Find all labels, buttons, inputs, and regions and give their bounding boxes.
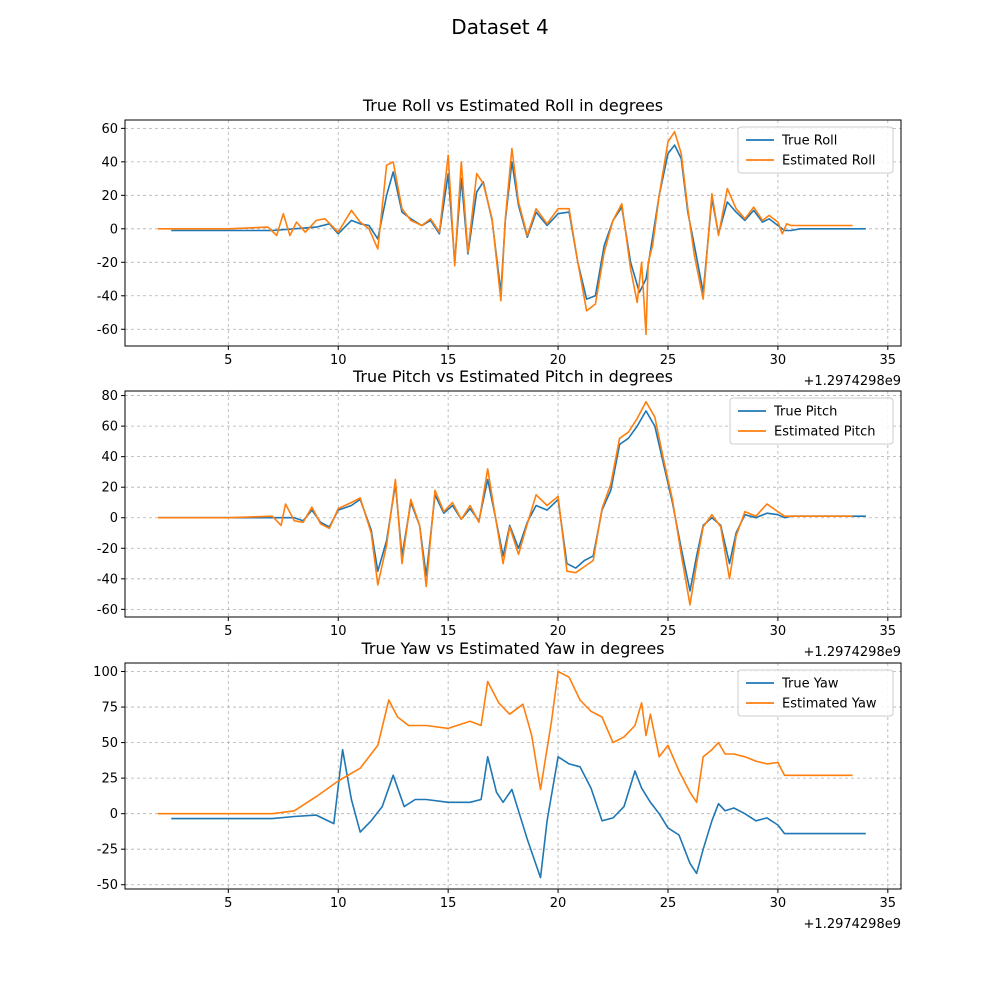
x-tick-label: 5 <box>224 353 232 368</box>
series-line <box>158 400 853 606</box>
subplot-3: 5 10 15 20 25 30 35 -50 -25 0 25 50 75 100 +1.2974298e… <box>93 639 902 932</box>
x-tick-label: 15 <box>440 353 457 368</box>
y-tick-label: 60 <box>101 420 118 435</box>
y-tick-label: 25 <box>101 772 118 787</box>
x-tick-label: 15 <box>440 896 457 911</box>
subplot-title: True Yaw vs Estimated Yaw in degrees <box>360 639 664 658</box>
series-line <box>158 670 853 815</box>
y-tick-label: -40 <box>97 289 118 304</box>
y-tick-label: 0 <box>110 807 118 822</box>
legend-box <box>737 126 894 174</box>
legend: True Roll Estimated Roll <box>737 126 894 174</box>
legend-label: Estimated Yaw <box>782 697 877 712</box>
y-tick-label: 100 <box>93 665 118 680</box>
y-tick-label: 20 <box>101 481 118 496</box>
subplot-1: 5 10 15 20 25 30 35 -60 -40 -20 0 20 40 60 +1.2974298e… <box>97 96 902 389</box>
legend-label: Estimated Pitch <box>774 425 875 440</box>
x-tick-label: 25 <box>660 624 677 639</box>
y-tick-label: 20 <box>101 189 118 204</box>
subplot-2: 5 10 15 20 25 30 35 -60 -40 -20 0 20 40 60 80 +1.297429… <box>97 367 902 660</box>
y-tick-label: 75 <box>101 701 118 716</box>
axes-frame <box>124 119 902 347</box>
x-tick-label: 25 <box>660 896 677 911</box>
axes-frame <box>124 662 902 890</box>
axes-frame <box>124 390 902 618</box>
y-tick-label: -20 <box>97 542 118 557</box>
series-line <box>171 144 866 300</box>
subplot-title: True Pitch vs Estimated Pitch in degrees <box>352 367 673 386</box>
y-tick-label: 0 <box>110 511 118 526</box>
y-tick-label: 40 <box>101 450 118 465</box>
subplot-title: True Roll vs Estimated Roll in degrees <box>362 96 663 115</box>
y-tick-label: 60 <box>101 122 118 137</box>
x-tick-label: 25 <box>660 353 677 368</box>
x-tick-label: 35 <box>880 624 897 639</box>
x-tick-label: 30 <box>770 353 787 368</box>
y-tick-label: -60 <box>97 603 118 618</box>
y-tick-label: 0 <box>110 222 118 237</box>
legend: True Yaw Estimated Yaw <box>737 669 894 717</box>
y-tick-label: 80 <box>101 389 118 404</box>
x-offset-label: +1.2974298e9 <box>804 645 901 660</box>
legend-label: True Roll <box>781 134 837 149</box>
y-tick-label: -40 <box>97 572 118 587</box>
legend-label: Estimated Roll <box>782 154 875 169</box>
legend: True Pitch Estimated Pitch <box>729 397 894 445</box>
x-tick-label: 20 <box>550 896 567 911</box>
series-line <box>171 748 866 879</box>
x-offset-label: +1.2974298e9 <box>804 374 901 389</box>
figure-title: Dataset 4 <box>451 15 549 39</box>
y-tick-label: -20 <box>97 256 118 271</box>
x-tick-label: 10 <box>330 353 347 368</box>
legend-box <box>729 397 894 445</box>
x-tick-label: 30 <box>770 896 787 911</box>
x-offset-label: +1.2974298e9 <box>804 917 901 932</box>
y-tick-label: 50 <box>101 736 118 751</box>
x-tick-label: 10 <box>330 624 347 639</box>
x-tick-label: 20 <box>550 624 567 639</box>
legend-label: True Yaw <box>781 677 839 692</box>
y-tick-label: -60 <box>97 323 118 338</box>
x-tick-label: 15 <box>440 624 457 639</box>
legend-box <box>737 669 894 717</box>
series-line <box>158 130 853 336</box>
x-tick-label: 10 <box>330 896 347 911</box>
x-tick-label: 5 <box>224 624 232 639</box>
y-tick-label: -25 <box>97 843 118 858</box>
x-tick-label: 30 <box>770 624 787 639</box>
x-tick-label: 35 <box>880 353 897 368</box>
x-tick-label: 35 <box>880 896 897 911</box>
y-tick-label: -50 <box>97 878 118 893</box>
legend-label: True Pitch <box>773 405 837 420</box>
y-tick-label: 40 <box>101 155 118 170</box>
x-tick-label: 20 <box>550 353 567 368</box>
x-tick-label: 5 <box>224 896 232 911</box>
